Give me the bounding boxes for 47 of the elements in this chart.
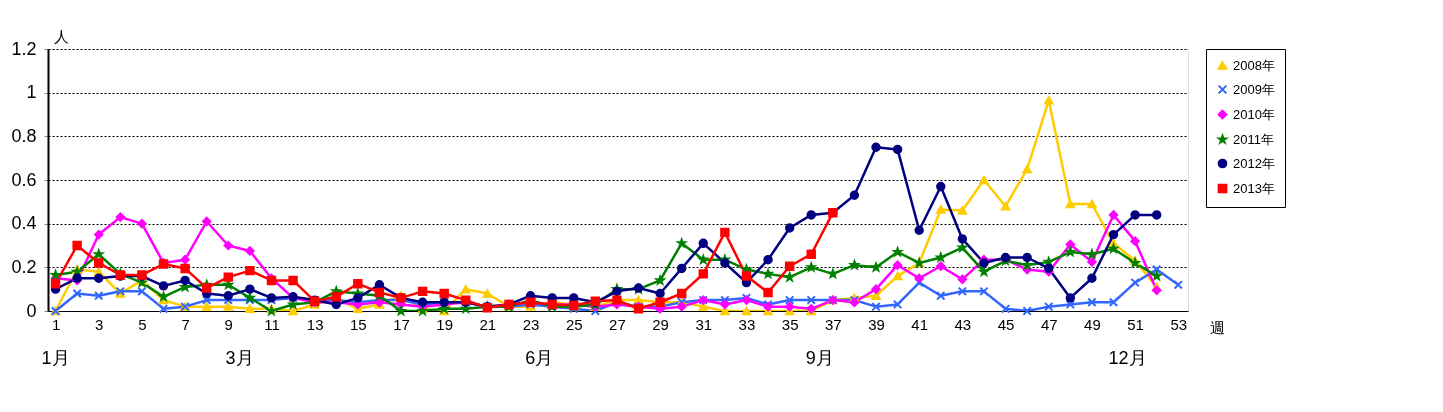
y-tick-label: 1: [26, 82, 37, 103]
x-tick-label: 45: [997, 315, 1015, 333]
x-tick-label: 43: [954, 315, 972, 333]
x-tick-label: 31: [695, 315, 713, 333]
x-tick-label: 49: [1084, 315, 1101, 333]
x-tick-label: 9: [224, 315, 233, 333]
x-tick-label: 25: [565, 315, 583, 333]
legend-label: 2008年: [1233, 57, 1275, 73]
x-tick-label: 1: [51, 315, 61, 333]
text: 1月: [41, 348, 70, 368]
x-tick-label: 19: [436, 315, 454, 333]
x-tick-label: 47: [1040, 315, 1058, 333]
x-tick-label: 3: [95, 315, 104, 333]
x-tick-label: 5: [138, 315, 147, 333]
x-tick-label: 11: [264, 315, 280, 333]
x-axis-title: 週: [1210, 319, 1225, 336]
y-tick-label: 0: [26, 300, 37, 321]
y-axis-title: 人: [54, 28, 69, 45]
x-tick-label: 53: [1170, 315, 1188, 333]
x-tick-label: 17: [393, 315, 410, 333]
x-tick-label: 51: [1127, 315, 1144, 333]
x-tick-label: 41: [911, 315, 929, 333]
text: 6月: [525, 348, 554, 368]
x-tick-label: 7: [181, 315, 190, 333]
x-tick-label: 21: [479, 315, 497, 333]
legend-label: 2009年: [1233, 81, 1275, 97]
x-tick-label: 27: [609, 315, 626, 333]
x-tick-label: 37: [824, 315, 842, 333]
y-tick-label: 1.2: [11, 38, 37, 59]
y-tick-label: 0.2: [11, 256, 37, 277]
x-tick-label: 35: [781, 315, 799, 333]
legend-label: 2011年: [1233, 131, 1274, 147]
x-tick-label: 15: [349, 315, 367, 333]
text: 9月: [805, 348, 834, 368]
legend-label: 2010年: [1233, 106, 1275, 122]
y-tick-label: 0.8: [11, 125, 37, 146]
x-tick-label: 23: [522, 315, 540, 333]
text: 12月: [1108, 348, 1147, 368]
y-tick-label: 0.4: [11, 213, 37, 234]
text: 3月: [225, 348, 254, 368]
x-tick-label: 13: [306, 315, 324, 333]
x-tick-label: 39: [868, 315, 885, 333]
legend-label: 2013年: [1233, 180, 1275, 196]
legend-label: 2012年: [1233, 155, 1275, 171]
x-tick-label: 33: [738, 315, 756, 333]
y-tick-label: 0.6: [11, 169, 37, 190]
x-tick-label: 29: [652, 315, 669, 333]
